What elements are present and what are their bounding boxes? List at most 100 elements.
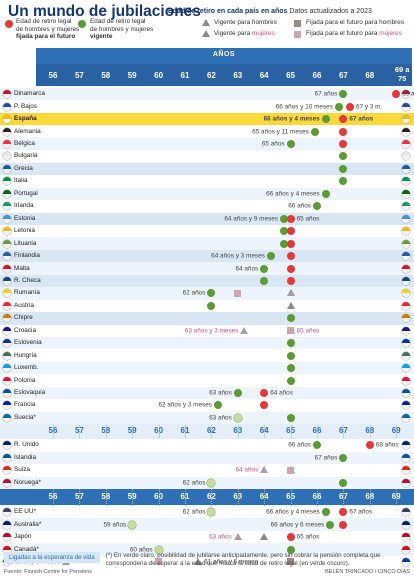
flag-icon — [3, 533, 11, 542]
flag-icon — [3, 351, 11, 360]
triangle-men — [260, 533, 269, 541]
square-women — [155, 558, 163, 566]
flag-icon — [3, 227, 11, 236]
green-dot — [339, 478, 348, 487]
footnote: Ligadas a la esperanza de vida (*) En ver… — [4, 552, 410, 567]
green-dot — [321, 189, 330, 198]
table-row — [0, 162, 414, 176]
data-label: 64 años y 3 meses — [211, 252, 265, 260]
green-dot — [286, 364, 295, 373]
flag-icon — [3, 152, 11, 161]
data-label: 68 años — [375, 441, 399, 449]
country-name: Islandia — [14, 453, 37, 461]
data-label: 67 años — [314, 454, 338, 462]
green-dot — [286, 351, 295, 360]
green-dot — [321, 115, 330, 124]
red-dot — [339, 520, 348, 529]
green-dot — [339, 90, 348, 99]
flag-icon — [3, 276, 11, 285]
axis-tick: 58 — [101, 71, 111, 80]
country-name: Malta — [14, 264, 30, 272]
flag-icon — [3, 102, 11, 111]
legend-red-line2: de hombres y mujeres — [16, 25, 80, 33]
subtitle-bold: Edad de retiro en cada país en años — [168, 8, 288, 15]
green-dot — [326, 520, 335, 529]
table-row — [0, 451, 414, 465]
data-label: 64 años — [270, 389, 293, 397]
red-dot — [286, 252, 295, 261]
flag-icon — [3, 453, 11, 462]
flag-icon — [3, 301, 11, 310]
table-row — [0, 299, 414, 313]
axis-tick: 69 a 75 — [394, 65, 410, 83]
table-row — [0, 224, 414, 238]
legend-green-line2: de hombres y mujeres — [90, 25, 154, 33]
axis-tick: 59 — [127, 71, 137, 80]
data-label: 67 años — [349, 115, 374, 123]
flag-icon — [3, 545, 11, 554]
table-row — [0, 88, 414, 101]
country-name: EE UU* — [14, 508, 37, 516]
green-dot — [310, 127, 319, 136]
green-dot — [260, 264, 269, 273]
country-name: P. Bajos — [14, 102, 37, 110]
flag-icon — [402, 301, 410, 310]
flag-icon — [402, 189, 410, 198]
data-label: 63 años — [209, 414, 232, 422]
axis-tick: 68 — [365, 71, 375, 80]
red-dot — [260, 389, 269, 398]
flag-icon — [3, 214, 11, 223]
green-dot — [280, 239, 288, 248]
flag-icon — [3, 164, 11, 173]
flag-icon — [402, 314, 410, 323]
flag-icon — [3, 140, 11, 149]
green-dot — [266, 252, 275, 261]
flag-icon — [3, 441, 11, 450]
legend-green-text: Edad de retiro legal de hombres y mujere… — [90, 18, 153, 41]
green-dot — [207, 289, 216, 298]
table-row — [0, 555, 414, 569]
flag-icon — [402, 115, 410, 124]
green-dot — [313, 202, 321, 211]
triangle-men — [286, 301, 295, 309]
flag-icon — [3, 264, 11, 273]
green-dot — [334, 102, 343, 111]
country-name: Suiza — [14, 466, 30, 474]
flag-icon — [3, 314, 11, 323]
axis-tick: 66 — [312, 71, 322, 80]
green-dot — [339, 164, 348, 173]
red-dot — [286, 227, 295, 236]
flag-icon — [402, 164, 410, 173]
legend-red-line3: fijada para el futuro — [16, 33, 76, 41]
green-dot — [280, 227, 288, 236]
table-row — [0, 464, 414, 477]
flag-icon — [3, 401, 11, 410]
country-name: Japón — [14, 533, 32, 541]
country-name: Eslovenia — [14, 339, 42, 347]
table-row — [0, 187, 414, 201]
table-row — [0, 543, 414, 556]
legend-sq-women-a: Fijada para el futuro para — [306, 30, 380, 37]
legend-sq-women-icon — [294, 31, 301, 38]
green-dot — [207, 301, 216, 310]
legend-sq-men: Fijada para el futuro para hombres — [306, 19, 405, 26]
flag-icon — [3, 389, 11, 398]
country-name: Finlandia — [14, 252, 40, 260]
data-label: 62 años y 3 meses — [158, 401, 212, 409]
green-dot — [339, 152, 348, 161]
flag-icon — [402, 214, 410, 223]
country-name: Austria — [14, 301, 34, 309]
light-green-dot — [233, 413, 242, 422]
data-label: 62 años — [182, 479, 206, 487]
data-label: 66 años y 4 meses — [266, 508, 320, 516]
table-row — [0, 112, 414, 126]
table-row — [0, 518, 414, 531]
flag-icon — [3, 252, 11, 261]
green-dot — [214, 401, 222, 410]
top-axis: 56 57 58 59 60 61 62 63 64 65 66 67 68 69 a 75 — [36, 64, 412, 86]
square-women — [287, 466, 295, 474]
data-label: 66 años y 4 meses — [266, 190, 320, 198]
green-dot — [313, 441, 321, 450]
flag-icon — [402, 239, 410, 248]
legend-tri-women-icon — [202, 30, 210, 37]
